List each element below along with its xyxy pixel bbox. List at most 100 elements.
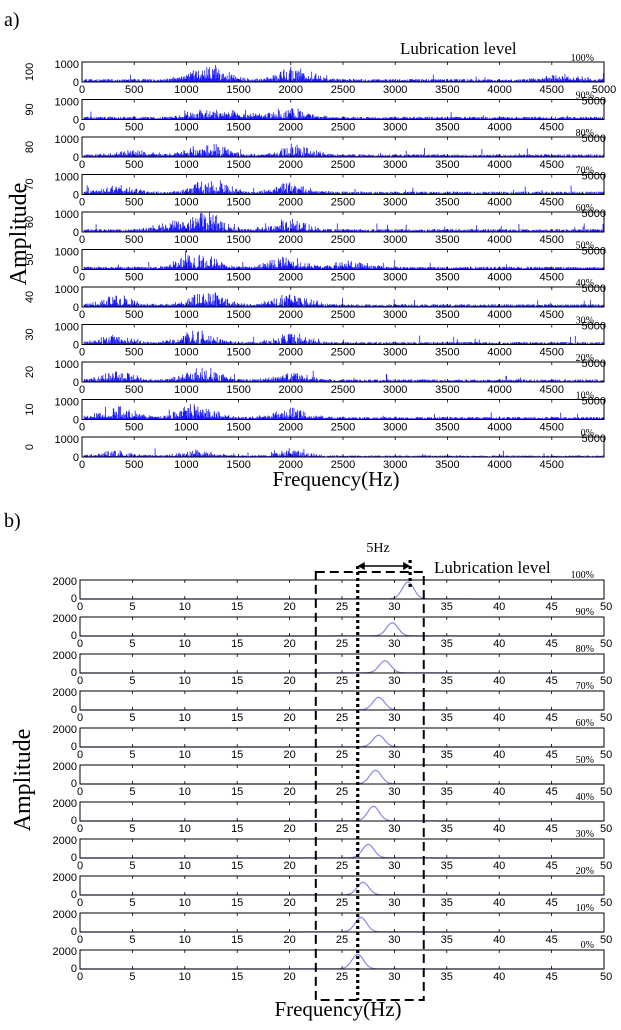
x-tick-label: 500 — [125, 122, 143, 134]
x-tick-label: 15 — [231, 675, 243, 687]
x-tick-label: 10 — [179, 786, 191, 798]
level-label: 50% — [576, 755, 594, 766]
x-tick-label: 15 — [231, 749, 243, 761]
x-tick-label: 10 — [179, 823, 191, 835]
level-label: 70% — [576, 681, 594, 692]
x-tick-label: 1000 — [174, 197, 198, 209]
x-tick-label: 0 — [79, 234, 85, 246]
x-tick-label: 45 — [545, 638, 557, 650]
spectrum-bars — [83, 250, 604, 270]
x-tick-label: 4000 — [487, 309, 511, 321]
x-tick-label: 2000 — [279, 384, 303, 396]
x-tick-label: 1500 — [226, 159, 250, 171]
level-side-label: 70 — [24, 178, 36, 190]
spectrum-bars — [83, 404, 604, 420]
x-tick-label: 20 — [283, 823, 295, 835]
x-tick-label: 45 — [545, 860, 557, 872]
y-tick-label: 0 — [73, 265, 79, 277]
peak-line — [80, 581, 603, 600]
x-tick-label: 5000 — [582, 358, 606, 370]
x-tick-label: 35 — [441, 934, 453, 946]
x-tick-label: 500 — [125, 272, 143, 284]
x-tick-label: 35 — [441, 712, 453, 724]
level-label: 0% — [581, 940, 594, 951]
x-tick-label: 5 — [129, 934, 135, 946]
peak-line — [80, 660, 603, 674]
x-tick-label: 0 — [77, 860, 83, 872]
x-tick-label: 50 — [600, 934, 612, 946]
level-label: 10% — [576, 391, 594, 402]
panel-b-subplot: 0 5 10 15 20 25 30 35 40 45 50 2000 0 50% — [53, 755, 613, 798]
x-tick-label: 1000 — [174, 159, 198, 171]
level-side-label: 60 — [24, 216, 36, 228]
x-tick-label: 4500 — [540, 197, 564, 209]
x-tick-label: 500 — [125, 384, 143, 396]
y-tick-label: 2000 — [53, 724, 77, 736]
y-tick-label: 0 — [71, 630, 77, 642]
x-tick-label: 40 — [493, 675, 505, 687]
level-side-label: 0 — [24, 444, 36, 450]
peak-line — [80, 843, 603, 859]
x-tick-label: 45 — [545, 897, 557, 909]
x-tick-label: 20 — [283, 675, 295, 687]
x-tick-label: 35 — [441, 860, 453, 872]
y-tick-label: 0 — [73, 415, 79, 427]
x-tick-label: 3500 — [435, 422, 459, 434]
panel-b-ylabel: Amplitude — [10, 729, 36, 832]
level-label: 40% — [576, 792, 594, 803]
x-tick-label: 2500 — [331, 159, 355, 171]
y-tick-label: 2000 — [53, 576, 77, 588]
x-tick-label: 5 — [129, 971, 135, 983]
x-tick-label: 5000 — [582, 321, 606, 333]
x-tick-label: 10 — [179, 860, 191, 872]
x-tick-label: 0 — [79, 309, 85, 321]
x-tick-label: 0 — [77, 823, 83, 835]
y-tick-label: 0 — [73, 452, 79, 464]
y-tick-label: 1000 — [55, 359, 79, 371]
x-tick-label: 20 — [283, 860, 295, 872]
x-tick-label: 2500 — [331, 422, 355, 434]
x-tick-label: 50 — [600, 786, 612, 798]
x-tick-label: 2000 — [279, 159, 303, 171]
x-tick-label: 15 — [231, 601, 243, 613]
y-tick-label: 0 — [73, 115, 79, 127]
x-tick-label: 4500 — [540, 84, 564, 96]
x-tick-label: 35 — [441, 823, 453, 835]
x-tick-label: 1000 — [174, 122, 198, 134]
peak-line — [80, 734, 603, 748]
x-tick-label: 5 — [129, 860, 135, 872]
x-tick-label: 1000 — [174, 422, 198, 434]
x-tick-label: 45 — [545, 971, 557, 983]
x-tick-label: 3500 — [435, 384, 459, 396]
x-tick-label: 20 — [283, 638, 295, 650]
x-tick-label: 30 — [388, 934, 400, 946]
x-tick-label: 4500 — [540, 347, 564, 359]
x-tick-label: 5 — [129, 786, 135, 798]
x-tick-label: 0 — [79, 272, 85, 284]
x-tick-label: 2000 — [279, 347, 303, 359]
x-tick-label: 10 — [179, 897, 191, 909]
x-tick-label: 45 — [545, 712, 557, 724]
panel-b-subplot: 0 5 10 15 20 25 30 35 40 45 50 2000 0 40% — [53, 792, 613, 835]
y-tick-label: 1000 — [55, 97, 79, 109]
y-tick-label: 0 — [73, 377, 79, 389]
panel-a-plots: 0 500 1000 1500 2000 2500 3000 3500 4000 4500 5000… — [24, 53, 616, 471]
x-tick-label: 25 — [336, 971, 348, 983]
y-tick-label: 0 — [71, 926, 77, 938]
x-tick-label: 25 — [336, 786, 348, 798]
panel-a-ylabel: Amplitude — [6, 183, 32, 286]
y-tick-label: 0 — [71, 593, 77, 605]
x-tick-label: 0 — [77, 971, 83, 983]
y-tick-label: 0 — [73, 340, 79, 352]
x-tick-label: 500 — [125, 459, 143, 471]
x-tick-label: 40 — [493, 823, 505, 835]
level-side-label: 20 — [24, 366, 36, 378]
x-tick-label: 10 — [179, 638, 191, 650]
x-tick-label: 1000 — [174, 234, 198, 246]
x-tick-label: 20 — [283, 971, 295, 983]
